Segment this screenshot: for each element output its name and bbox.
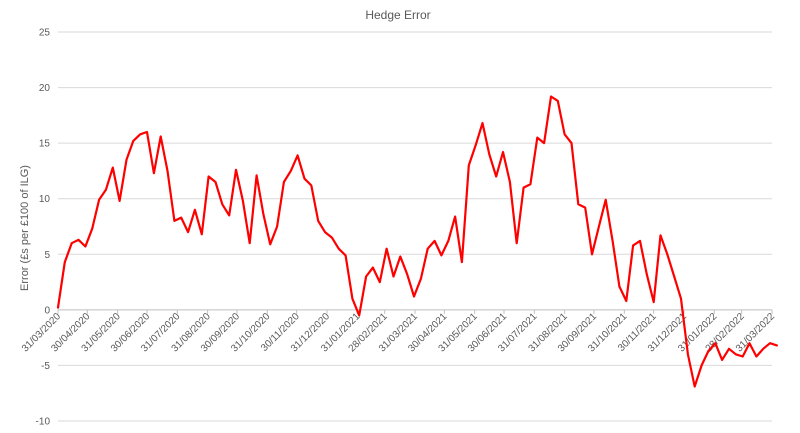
y-tick-label: -5 <box>41 361 50 372</box>
gridlines <box>58 31 772 422</box>
chart-title: Hedge Error <box>365 8 430 22</box>
y-tick-label: 25 <box>39 28 51 39</box>
y-axis-title: Error (£s per £100 of ILG) <box>19 165 31 291</box>
y-tick-label: 15 <box>39 139 51 150</box>
y-tick-label: 0 <box>44 305 50 316</box>
y-tick-label: 10 <box>39 194 51 205</box>
series-group <box>56 95 779 388</box>
y-axis-ticks: -10 -5 0 5 10 15 20 25 <box>36 28 51 428</box>
y-tick-label: -10 <box>36 417 51 428</box>
y-tick-label: 20 <box>39 83 51 94</box>
x-axis-ticks: 31/03/202030/04/202031/05/202030/06/2020… <box>20 309 777 354</box>
y-tick-label: 5 <box>44 250 50 261</box>
series-line-0 <box>56 95 779 388</box>
